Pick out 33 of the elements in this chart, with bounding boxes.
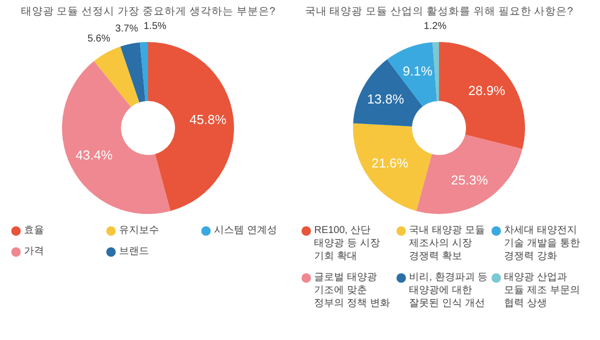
- legend-label: 시스템 연계성: [214, 225, 277, 236]
- legend-label: 유지보수: [119, 225, 159, 236]
- donut-slice: [416, 134, 522, 214]
- legend-label: 가격: [24, 246, 44, 257]
- chart-title: 태양광 모듈 선정시 가장 중요하게 생각하는 부분은?: [20, 6, 276, 18]
- donut-slice: [94, 46, 140, 107]
- donut-slice: [120, 42, 146, 102]
- data-label: 45.8%: [190, 112, 227, 128]
- data-label: 28.9%: [468, 82, 506, 98]
- chart-title: 국내 태양광 모듈 산업의 활성화를 위해 필요한 사항은?: [304, 6, 574, 18]
- legend-label: 차세대 태양전지 기술 개발을 통한 경쟁력 강화: [504, 225, 580, 262]
- legend-label: 효율: [24, 225, 44, 236]
- data-label: 1.5%: [144, 21, 167, 32]
- data-label: 3.7%: [115, 23, 138, 34]
- data-label: 13.8%: [367, 92, 404, 107]
- legend-label: 브랜드: [119, 246, 149, 257]
- legend-label: 비리, 환경파괴 등 태양광에 대한 잘못된 인식 개선: [409, 272, 488, 309]
- data-label: 1.2%: [424, 21, 447, 32]
- donut-slice: [432, 42, 439, 102]
- donut-slice: [148, 42, 234, 212]
- data-label: 9.1%: [402, 63, 433, 78]
- legend-label: RE100, 산단 태양광 등 시장 기회 확대: [314, 225, 380, 262]
- legend-label: 국내 태양광 모듈 제조사의 시장 경쟁력 확보: [409, 225, 485, 262]
- donut-slice: [353, 123, 432, 211]
- legend-label: 글로벌 태양광 기조에 맞춘 정부의 정책 변화: [314, 272, 390, 309]
- donut-slice: [439, 42, 525, 150]
- data-label: 43.4%: [76, 147, 113, 162]
- donut-slice: [140, 42, 148, 102]
- data-label: 25.3%: [451, 172, 488, 188]
- donut-slice: [62, 61, 170, 214]
- legend-label: 태양광 산업과 모듈 제조 부문의 협력 상생: [504, 272, 580, 309]
- data-label: 5.6%: [87, 34, 110, 45]
- data-label: 21.6%: [371, 155, 409, 170]
